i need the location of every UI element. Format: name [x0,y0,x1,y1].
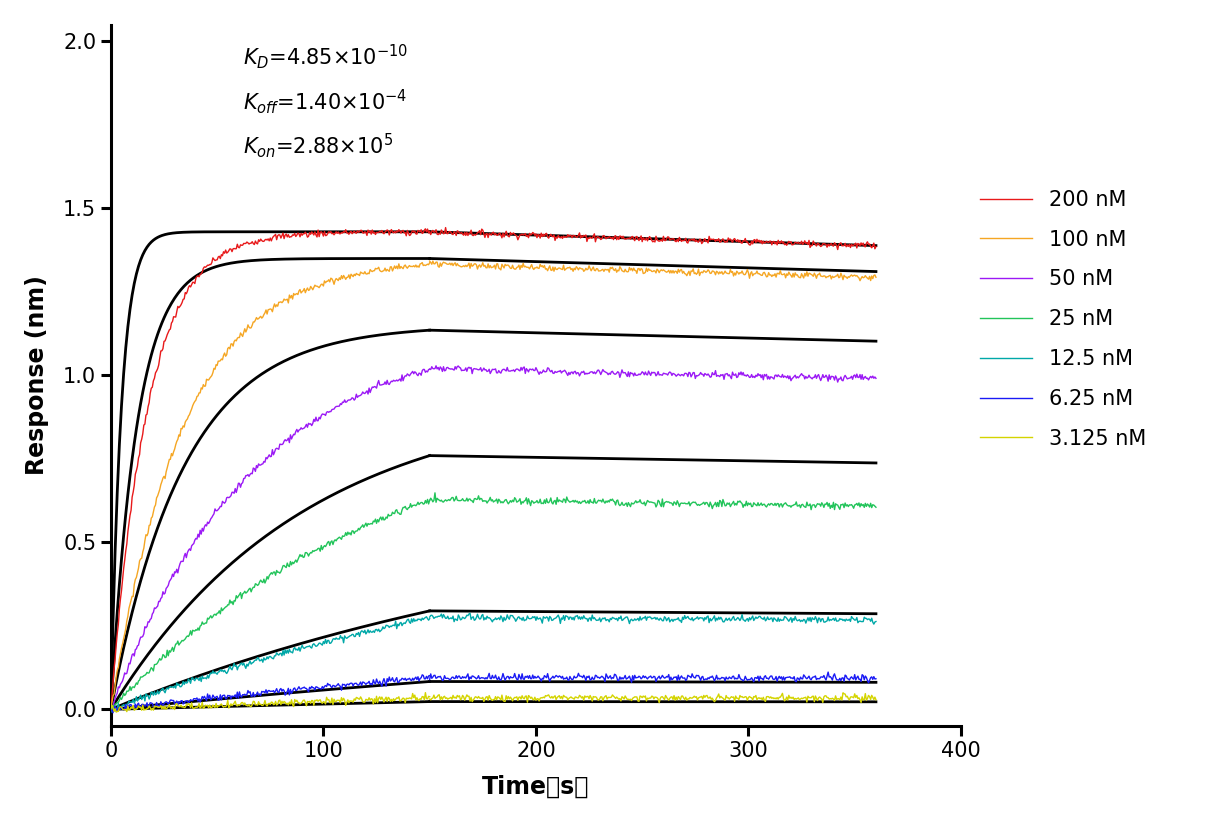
Line: 3.125 nM: 3.125 nM [111,693,430,712]
100 nM [355,268,370,278]
12.5 nM [399,617,414,627]
12.5 nM [232,661,246,671]
3.125 nM [373,695,388,705]
100 nM [372,266,387,276]
25 nM [372,514,387,524]
Legend: 200 nM, 100 nM, 50 nM, 25 nM, 12.5 nM, 6.25 nM, 3.125 nM: 200 nM, 100 nM, 50 nM, 25 nM, 12.5 nM, 6… [979,190,1146,449]
50 nM [232,478,246,488]
200 nM [243,238,257,248]
100 nM [423,257,437,267]
6.25 nM [415,670,430,680]
25 nM [322,536,336,546]
3.125 nM [400,694,415,704]
100 nM [322,275,336,285]
12.5 nM [243,656,257,666]
25 nM [355,521,370,531]
100 nM [415,257,430,267]
12.5 nM [423,614,437,624]
Line: 100 nM: 100 nM [111,262,430,708]
25 nM [420,494,435,504]
6.25 nM [400,674,415,684]
100 nM [243,323,257,333]
25 nM [243,583,257,593]
100 nM [232,332,246,342]
25 nM [399,504,414,514]
3.125 nM [418,688,432,698]
50 nM [243,469,257,479]
X-axis label: Time（s）: Time（s） [482,775,590,799]
12.5 nM [322,635,336,645]
100 nM [103,703,118,713]
Line: 25 nM: 25 nM [111,499,430,709]
25 nM [232,590,246,600]
Text: $K_D$=4.85×10$^{-10}$
$K_{off}$=1.40×10$^{-4}$
$K_{on}$=2.88×10$^{5}$: $K_D$=4.85×10$^{-10}$ $K_{off}$=1.40×10$… [243,42,408,160]
3.125 nM [323,698,338,708]
6.25 nM [423,671,437,681]
3.125 nM [103,704,118,714]
3.125 nM [108,707,123,717]
200 nM [355,225,370,235]
100 nM [399,262,414,272]
Line: 50 nM: 50 nM [111,370,430,710]
Line: 200 nM: 200 nM [111,229,430,706]
6.25 nM [323,680,338,690]
3.125 nM [233,700,248,710]
50 nM [423,365,437,375]
6.25 nM [373,679,388,689]
50 nM [103,705,118,714]
50 nM [355,389,370,399]
3.125 nM [244,702,259,712]
50 nM [372,380,387,390]
6.25 nM [244,691,259,701]
6.25 nM [355,677,370,687]
200 nM [372,226,387,236]
200 nM [232,243,246,252]
6.25 nM [103,704,118,714]
3.125 nM [355,697,370,707]
Y-axis label: Response (nm): Response (nm) [26,276,49,475]
200 nM [418,224,432,233]
200 nM [103,701,118,711]
50 nM [399,371,414,381]
Line: 6.25 nM: 6.25 nM [111,675,430,713]
3.125 nM [423,692,437,702]
Line: 12.5 nM: 12.5 nM [111,617,430,712]
50 nM [322,408,336,417]
25 nM [103,704,118,714]
6.25 nM [106,708,121,718]
200 nM [322,227,336,237]
12.5 nM [103,707,118,717]
12.5 nM [419,612,434,622]
6.25 nM [233,691,248,701]
200 nM [399,231,414,241]
25 nM [423,495,437,505]
12.5 nM [372,627,387,637]
200 nM [423,226,437,236]
12.5 nM [355,626,370,636]
